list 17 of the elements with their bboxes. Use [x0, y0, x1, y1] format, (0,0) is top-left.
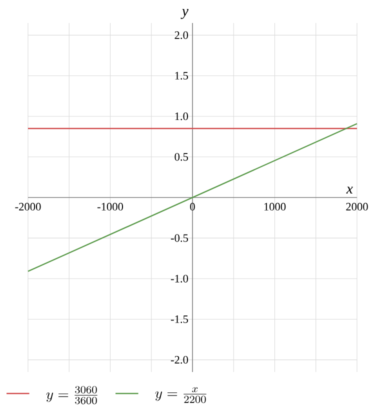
x-axis-title: x: [346, 186, 353, 194]
x-tick-label: -1000: [97, 202, 124, 211]
x-tick-label: 0: [190, 202, 195, 211]
y-tick-label: -1.5: [170, 315, 188, 324]
y-tick-label: 1.0: [175, 112, 188, 120]
y-tick-label: -2.0: [170, 356, 188, 364]
y-tick-label: 0.5: [174, 153, 188, 161]
legend-label: $y=\frac{x}{2200}$: [155, 387, 206, 404]
y-tick-label: -0.5: [170, 234, 188, 242]
legend-label: $y=\frac{3060}{3600}$: [46, 386, 98, 404]
y-tick-label: -1.0: [170, 274, 188, 283]
x-tick-label: 1000: [264, 202, 286, 211]
x-tick-label: 2000: [346, 202, 368, 211]
x-tick-label: -2000: [15, 202, 41, 211]
y-tick-label: 1.5: [175, 72, 188, 80]
y-tick-label: 2.0: [174, 31, 188, 40]
y-axis-title: y: [180, 9, 188, 19]
